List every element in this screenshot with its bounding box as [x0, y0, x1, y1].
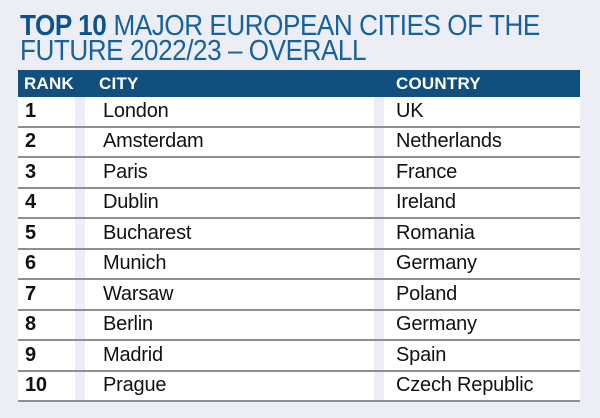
column-header-country: COUNTRY [396, 73, 481, 93]
rank-cell: 1 [18, 97, 75, 126]
column-gap [75, 97, 85, 126]
column-gap [374, 219, 384, 248]
city-cell: Munich [85, 249, 374, 278]
column-gap [75, 280, 85, 309]
title-highlight: TOP 10 [20, 10, 107, 42]
city-cell: Bucharest [85, 219, 374, 248]
table-row: 4 Dublin Ireland [18, 188, 580, 219]
column-gap [374, 189, 384, 218]
rank-cell: 9 [18, 341, 75, 370]
column-gap [374, 250, 384, 279]
table-row: 8 Berlin Germany [18, 310, 580, 341]
column-gap [374, 128, 384, 157]
rank-cell: 10 [18, 371, 75, 400]
column-gap [75, 128, 85, 157]
table-header-row: RANK CITY COUNTRY [18, 70, 580, 97]
rank-cell: 7 [18, 280, 75, 309]
column-gap [374, 341, 384, 370]
column-gap [374, 372, 384, 401]
rank-cell: 4 [18, 188, 75, 217]
rank-cell: 5 [18, 219, 75, 248]
column-gap [75, 341, 85, 370]
table-row: 3 Paris France [18, 158, 580, 189]
city-cell: Paris [85, 158, 374, 187]
city-cell: Dublin [85, 188, 374, 217]
country-cell: Ireland [384, 188, 580, 217]
city-cell: Prague [85, 371, 374, 400]
city-cell: Warsaw [85, 280, 374, 309]
country-cell: Poland [384, 280, 580, 309]
page-title: TOP 10 MAJOR EUROPEAN CITIES OF THE FUTUR… [20, 12, 540, 67]
table-row: 6 Munich Germany [18, 249, 580, 280]
country-cell: UK [384, 97, 580, 126]
column-header-rank: RANK [24, 73, 74, 93]
rank-cell: 6 [18, 249, 75, 278]
column-header-city: CITY [99, 73, 139, 93]
country-cell: Germany [384, 249, 580, 278]
city-cell: London [85, 97, 374, 126]
column-gap [374, 311, 384, 340]
country-cell: Netherlands [384, 127, 580, 156]
table-row: 7 Warsaw Poland [18, 280, 580, 311]
country-cell: Czech Republic [384, 371, 580, 400]
table-row: 9 Madrid Spain [18, 341, 580, 372]
column-gap [75, 219, 85, 248]
column-gap [75, 311, 85, 340]
rank-cell: 3 [18, 158, 75, 187]
column-gap [75, 189, 85, 218]
city-cell: Madrid [85, 341, 374, 370]
column-gap [374, 158, 384, 187]
country-cell: Romania [384, 219, 580, 248]
country-cell: France [384, 158, 580, 187]
table-body: 1 London UK 2 Amsterdam Netherlands 3 Pa… [18, 97, 580, 402]
table-row: 5 Bucharest Romania [18, 219, 580, 250]
title-line1-text: MAJOR EUROPEAN CITIES OF THE [113, 10, 541, 42]
city-cell: Amsterdam [85, 127, 374, 156]
table-row: 2 Amsterdam Netherlands [18, 127, 580, 158]
column-gap [374, 97, 384, 126]
title-line-2: FUTURE 2022/23 – OVERALL [20, 35, 367, 67]
rank-cell: 8 [18, 310, 75, 339]
city-cell: Berlin [85, 310, 374, 339]
country-cell: Germany [384, 310, 580, 339]
column-gap [75, 158, 85, 187]
column-gap [75, 250, 85, 279]
ranking-table: RANK CITY COUNTRY 1 London UK 2 Amsterda… [18, 70, 580, 402]
table-row: 1 London UK [18, 97, 580, 128]
title-line-1: TOP 10 MAJOR EUROPEAN CITIES OF THE [20, 12, 540, 41]
table-row: 10 Prague Czech Republic [18, 371, 580, 402]
country-cell: Spain [384, 341, 580, 370]
rank-cell: 2 [18, 127, 75, 156]
column-gap [75, 372, 85, 401]
column-gap [374, 280, 384, 309]
